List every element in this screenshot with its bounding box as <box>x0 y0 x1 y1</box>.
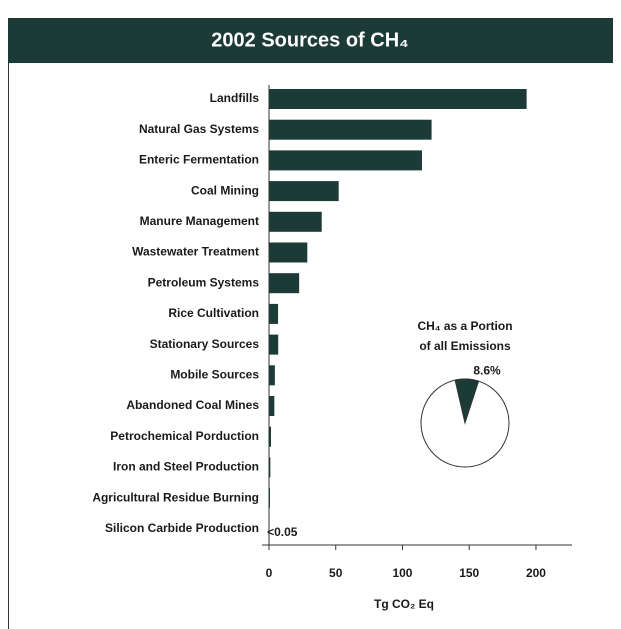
chart-title: 2002 Sources of CH₄ <box>211 29 408 51</box>
category-label: Agricultural Residue Burning <box>92 490 259 504</box>
pie-title: CH₄ as a Portion <box>417 319 512 333</box>
x-tick-label: 100 <box>392 566 412 580</box>
bar <box>269 488 270 509</box>
value-label: <0.05 <box>267 525 298 539</box>
pie-value-label: 8.6% <box>473 363 501 377</box>
category-label: Landfills <box>210 91 260 105</box>
category-label: Enteric Fermentation <box>139 153 259 167</box>
x-axis-label: Tg CO₂ Eq <box>374 597 434 611</box>
category-label: Coal Mining <box>191 183 259 197</box>
category-label: Natural Gas Systems <box>139 122 259 136</box>
bar <box>269 119 432 140</box>
category-label: Petrochemical Porduction <box>110 429 259 443</box>
category-label: Iron and Steel Production <box>113 460 259 474</box>
category-label: Abandoned Coal Mines <box>126 398 259 412</box>
category-label: Wastewater Treatment <box>132 245 259 259</box>
bar <box>269 181 339 202</box>
bar <box>269 273 300 294</box>
bar <box>269 396 275 416</box>
category-label: Rice Cultivation <box>168 306 259 320</box>
category-label: Manure Management <box>140 214 259 228</box>
category-label: Petroleum Systems <box>148 275 260 289</box>
bar <box>269 211 322 232</box>
category-label: Stationary Sources <box>150 337 260 351</box>
pie-slice <box>454 378 480 425</box>
x-tick-label: 50 <box>329 566 343 580</box>
title-bar <box>8 18 613 63</box>
x-tick-label: 0 <box>266 566 273 580</box>
bar <box>269 334 279 355</box>
bar <box>269 89 527 109</box>
category-label: Silicon Carbide Production <box>105 521 259 535</box>
bar <box>269 303 279 324</box>
bar <box>269 242 308 263</box>
x-tick-label: 150 <box>459 566 479 580</box>
pie-title: of all Emissions <box>419 339 511 353</box>
bar <box>269 365 275 386</box>
bar <box>269 150 422 171</box>
category-label: Mobile Sources <box>170 367 259 381</box>
bar <box>269 457 271 478</box>
bar <box>269 426 272 447</box>
x-tick-label: 200 <box>526 566 546 580</box>
